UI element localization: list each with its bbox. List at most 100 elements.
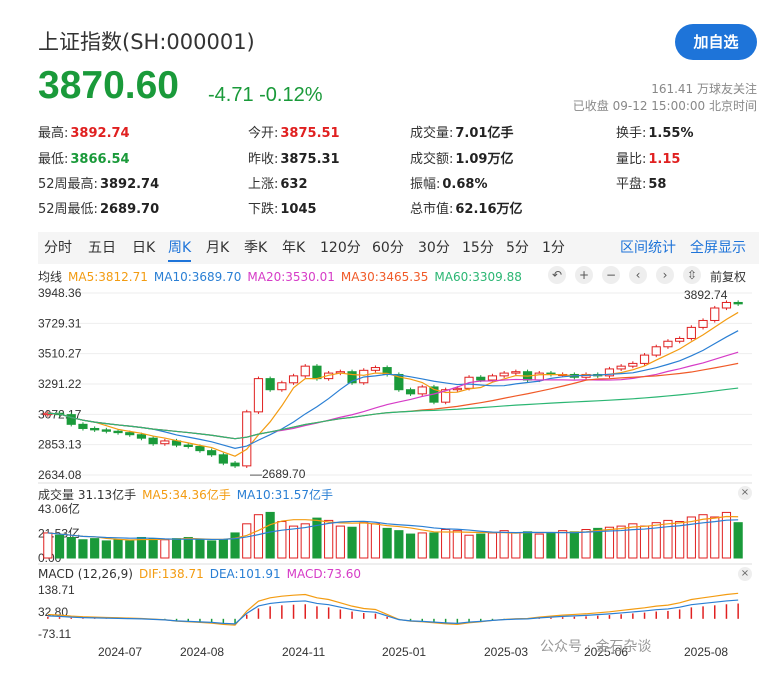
macd-legend-item: MACD:73.60 [286,567,361,581]
volume-bar [183,536,193,559]
price-change: -4.71 -0.12% [208,84,323,106]
ma-legend-item: MA60:3309.88 [434,270,522,284]
tab-4[interactable]: 月K [206,240,230,256]
stat-item: 总市值: 62.16万亿 [410,198,523,217]
high-label: 3892.74 [684,288,728,302]
candle-body [441,389,451,403]
candle-body [698,319,708,328]
volume-bar [277,521,287,559]
expand-icon[interactable]: ⇳ [683,266,701,284]
stat-item: 平盘: 58 [616,173,666,192]
candle-body [511,371,521,374]
tab-3[interactable]: 周K [168,232,192,262]
tab-0[interactable]: 分时 [44,240,72,256]
candle-body [136,434,147,439]
tab-5[interactable]: 季K [244,240,268,256]
volume-bar [171,538,182,559]
add-to-watchlist-button[interactable]: 加自选 [675,24,757,60]
stat-item: 今开: 3875.51 [248,122,340,141]
stat-item: 52周最高: 3892.74 [38,173,159,192]
candle-body [101,429,111,432]
stat-value: 3892.74 [70,126,130,141]
volume-bar [593,527,603,559]
candle-body [651,346,661,356]
tab-7[interactable]: 120分 [320,240,361,256]
volume-legend-item: MA10:31.57亿手 [236,488,334,502]
volume-bar [90,538,100,559]
volume-bar [382,527,392,559]
fullscreen-link[interactable]: 全屏显示 [690,240,746,256]
stat-value: 1.15 [648,152,681,167]
volume-bar [464,534,474,559]
candle-body [113,430,123,434]
volume-bar [663,519,673,559]
candle-body [230,462,240,467]
volume-ma-line [47,515,739,541]
ma-legend-item: MA5:3812.71 [68,270,148,284]
ma-legend-item: MA10:3689.70 [153,270,242,284]
stat-item: 换手: 1.55% [616,122,694,141]
tab-6[interactable]: 年K [282,240,306,256]
ma-legend-item: MA30:3465.35 [340,270,429,284]
candle-body [628,362,638,367]
macd-tick-label: -73.11 [38,627,71,641]
volume-bar [441,529,451,559]
volume-legend: 成交量 31.13亿手 MA5:34.36亿手 MA10:31.57亿手 [38,486,339,503]
candle-body [78,423,88,429]
volume-bar [324,519,334,559]
candle-body [347,371,357,384]
volume-bar [288,525,299,559]
tab-1[interactable]: 五日 [88,240,116,256]
close-volume-icon[interactable]: × [738,486,752,500]
tab-11[interactable]: 5分 [506,240,529,256]
y-tick-label: 2853.13 [38,438,82,452]
candle-body [312,365,322,380]
candle-body [405,389,416,395]
volume-bar [628,523,638,559]
stat-label: 52周最低: [38,202,98,217]
stat-item: 下跌: 1045 [248,198,317,217]
candle-body [663,340,673,348]
range-stats-link[interactable]: 区间统计 [620,240,676,256]
stat-item: 振幅: 0.68% [410,173,488,192]
volume-bar [335,525,345,559]
candle-body [417,386,427,395]
close-macd-icon[interactable]: × [738,567,752,581]
volume-bar [487,532,498,559]
macd-tick-label: 138.71 [38,583,75,597]
candle-body [125,432,135,436]
market-status: 已收盘 09-12 15:00:00 北京时间 [572,99,757,113]
tab-10[interactable]: 15分 [462,240,494,256]
volume-bar [569,531,579,559]
stat-label: 换手: [616,126,647,141]
undo-icon[interactable]: ↶ [548,266,566,284]
volume-bar [218,539,228,559]
y-tick-label: 3729.31 [38,316,82,330]
candle-body [639,354,650,364]
tab-8[interactable]: 60分 [372,240,404,256]
candle-body [370,367,381,371]
volume-bar [429,532,439,559]
zoom-out-icon[interactable]: − [602,266,620,284]
next-icon[interactable]: › [656,266,674,284]
ma10-line [47,330,739,449]
followers-count: 161.41 万球友关注 [651,82,757,96]
adjust-mode-selector[interactable]: 前复权 [710,270,747,284]
candle-body [604,368,615,377]
volume-bar [359,522,369,559]
prev-icon[interactable]: ‹ [629,266,647,284]
volume-bar [558,530,568,559]
candle-body [710,307,720,321]
zoom-in-icon[interactable]: + [575,266,593,284]
volume-bar [417,532,427,559]
candle-body [476,376,486,381]
volume-bar [511,532,521,559]
stat-value: 62.16万亿 [455,202,523,217]
tab-9[interactable]: 30分 [418,240,450,256]
volume-bar [66,536,76,559]
stat-item: 上涨: 632 [248,173,308,192]
volume-bar [534,533,544,559]
tab-12[interactable]: 1分 [542,240,565,256]
tab-2[interactable]: 日K [132,240,156,256]
